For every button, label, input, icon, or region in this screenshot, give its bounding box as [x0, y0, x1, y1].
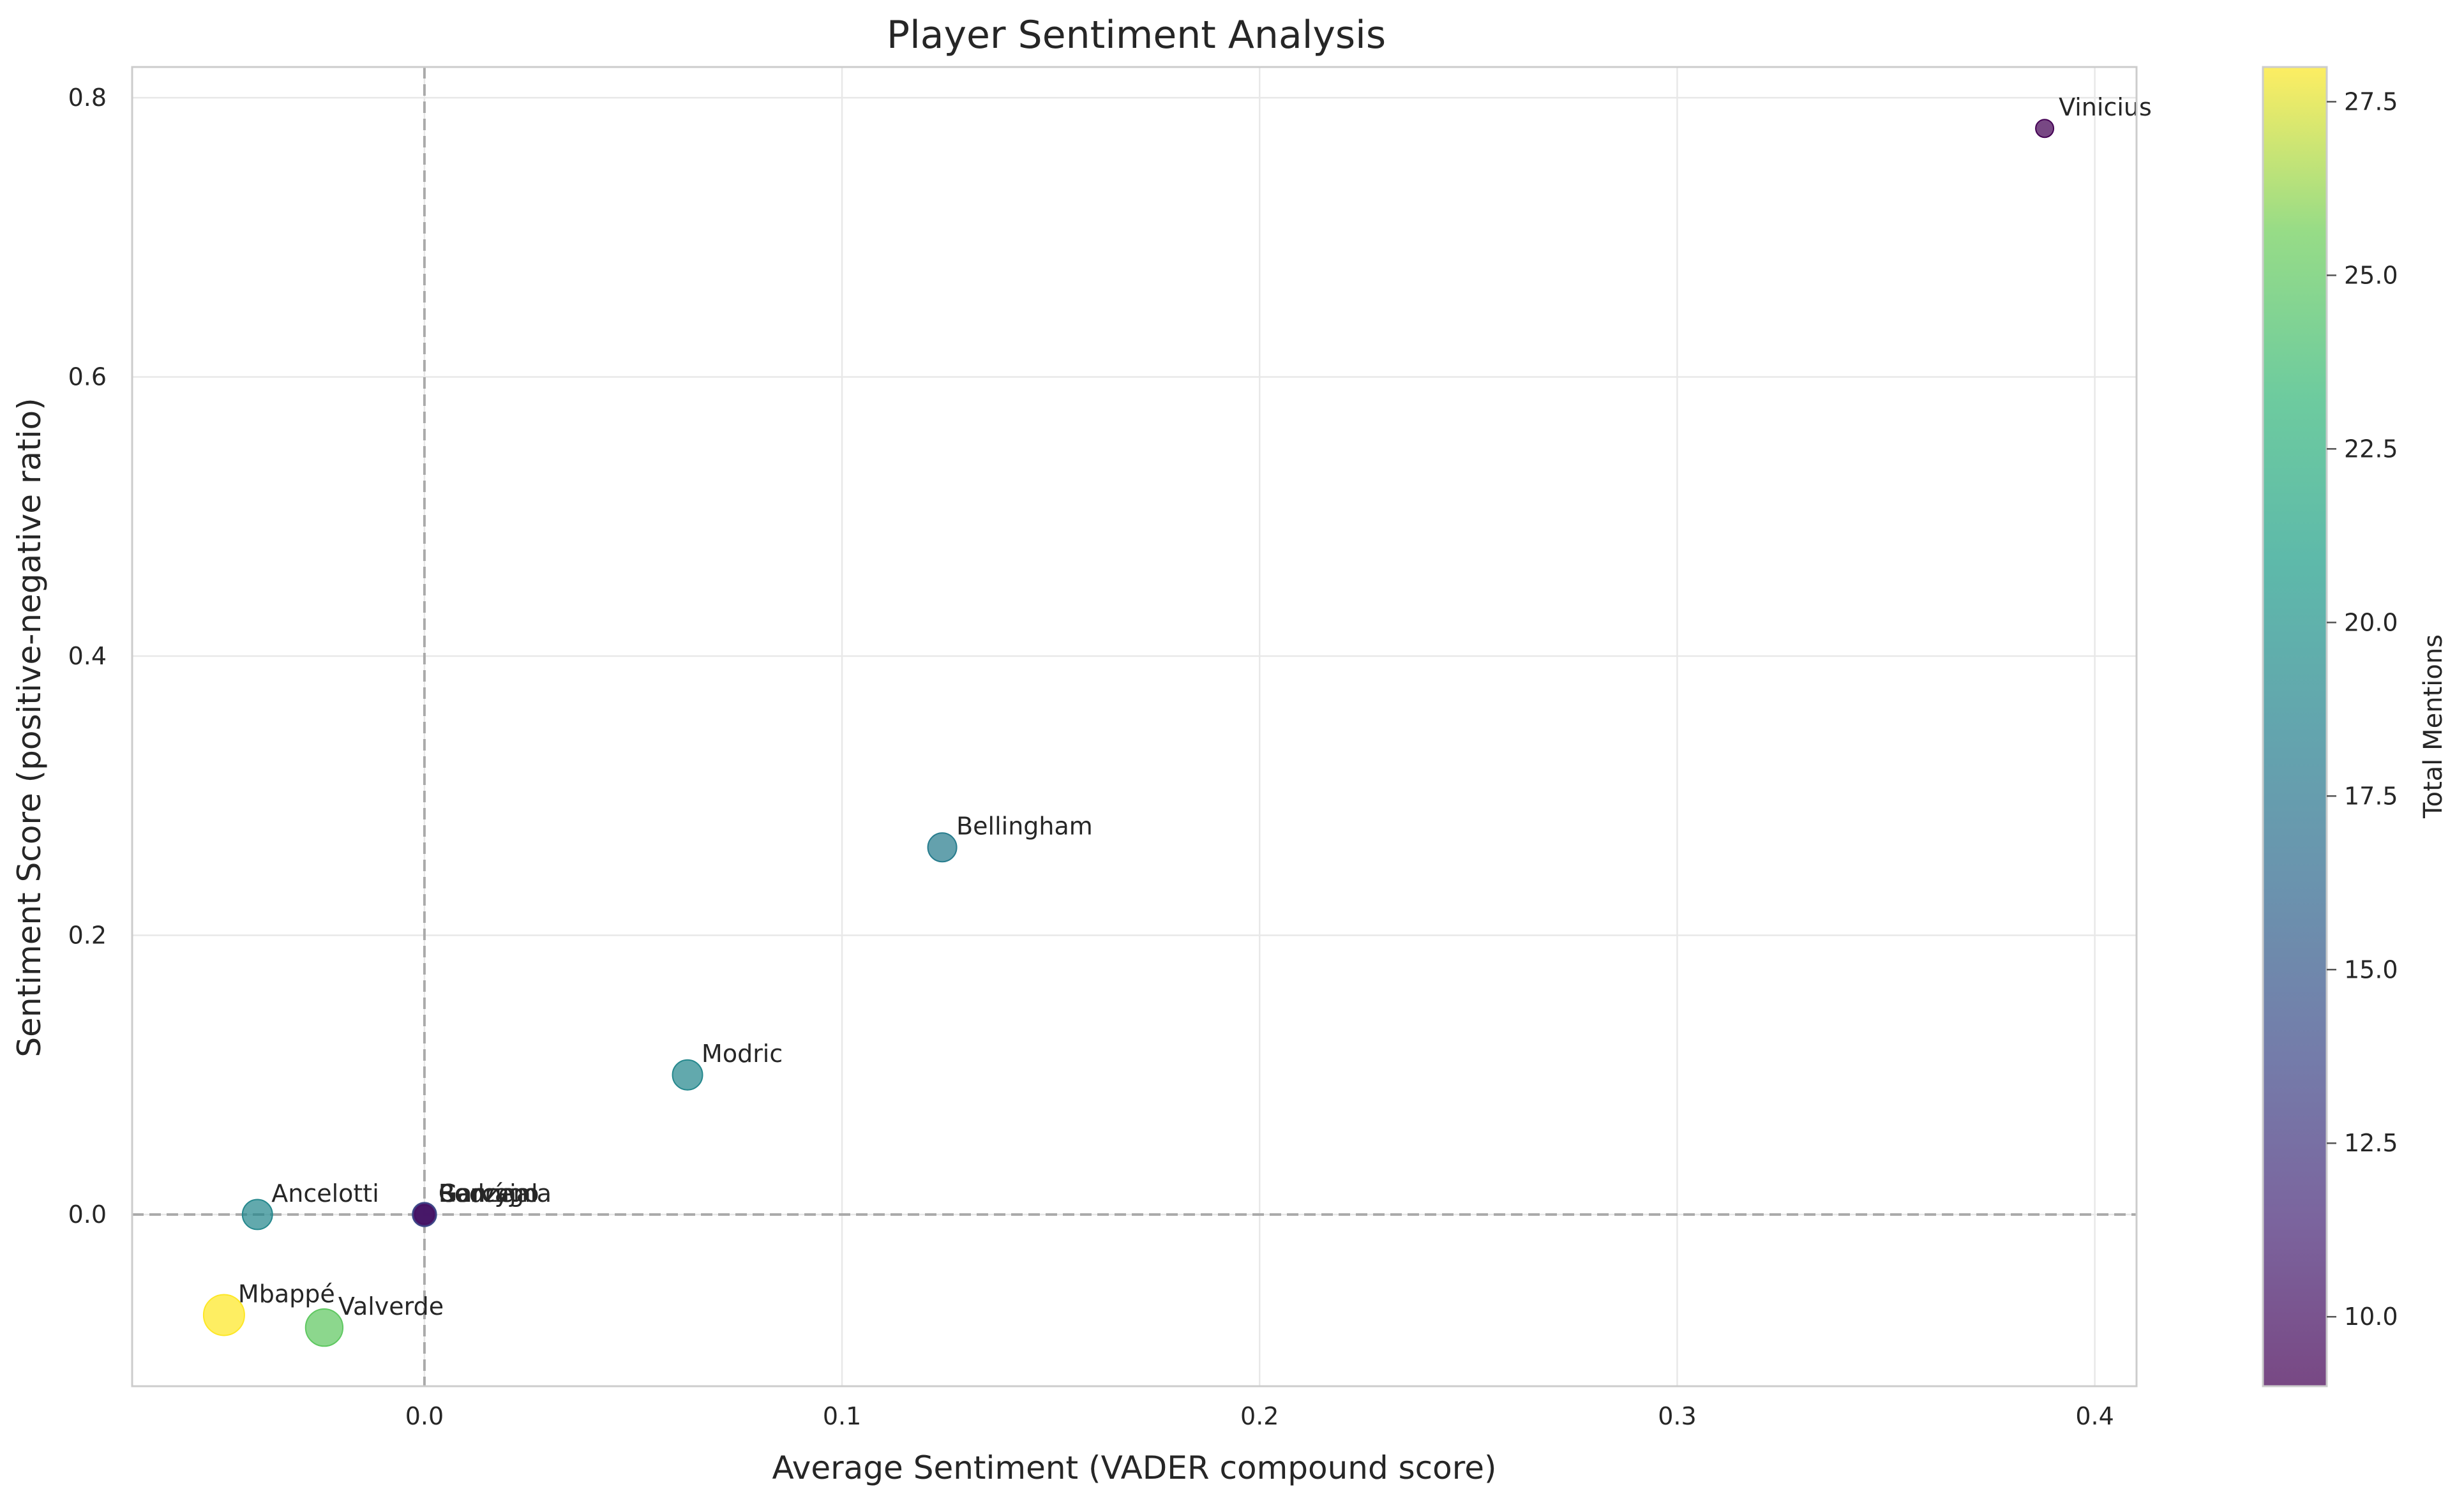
- data-point: [202, 1294, 245, 1336]
- data-point: [672, 1059, 703, 1091]
- y-tick-label: 0.2: [68, 922, 107, 950]
- colorbar-tick-label: 17.5: [2344, 782, 2398, 810]
- x-tick-label: 0.1: [823, 1402, 861, 1430]
- point-label: Mbappé: [238, 1280, 335, 1308]
- point-label: García: [439, 1179, 516, 1208]
- data-point: [304, 1308, 344, 1347]
- data-points: [202, 119, 2055, 1347]
- colorbar-ticks: 10.0 12.5 15.0 17.5 20.0 22.5 25.0 27.5: [2327, 87, 2398, 1331]
- colorbar-tick-label: 10.0: [2344, 1303, 2398, 1331]
- x-tick-label: 0.2: [1240, 1402, 1279, 1430]
- plot-frame: [131, 66, 2138, 1387]
- y-axis-ticks: 0.0 0.2 0.4 0.6 0.8: [68, 84, 107, 1229]
- point-labels: Vinicius Bellingham Modric Ancelotti Benzema…: [238, 93, 2152, 1320]
- chart-title: Player Sentiment Analysis: [887, 13, 1386, 57]
- colorbar-tick-label: 20.0: [2344, 608, 2398, 636]
- x-tick-label: 0.0: [405, 1402, 444, 1430]
- y-tick-label: 0.6: [68, 363, 107, 391]
- x-axis-ticks: 0.0 0.1 0.2 0.3 0.4: [405, 1402, 2114, 1430]
- y-tick-label: 0.0: [68, 1200, 107, 1229]
- colorbar-tick-label: 25.0: [2344, 261, 2398, 289]
- y-tick-label: 0.4: [68, 642, 107, 670]
- x-tick-label: 0.3: [1658, 1402, 1696, 1430]
- colorbar-tick-label: 22.5: [2344, 435, 2398, 463]
- point-label: Modric: [702, 1040, 783, 1068]
- colorbar-tick-label: 12.5: [2344, 1129, 2398, 1157]
- grid: [132, 67, 2137, 1386]
- y-tick-label: 0.8: [68, 84, 107, 112]
- point-label: Ancelotti: [271, 1179, 379, 1208]
- point-label: Rodrygo: [439, 1179, 539, 1208]
- y-axis-label: Sentiment Score (positive-negative ratio…: [11, 398, 48, 1057]
- point-label: Vinicius: [2059, 93, 2152, 121]
- colorbar-label: Total Mentions: [2419, 634, 2448, 819]
- x-tick-label: 0.4: [2075, 1402, 2114, 1430]
- point-label: Valverde: [338, 1292, 444, 1320]
- data-point: [927, 832, 958, 863]
- colorbar-tick-label: 15.0: [2344, 955, 2398, 983]
- colorbar-tick-label: 27.5: [2344, 87, 2398, 116]
- x-axis-label: Average Sentiment (VADER compound score): [772, 1449, 1497, 1486]
- point-label: Benzema: [439, 1179, 552, 1208]
- colorbar: [2262, 66, 2328, 1387]
- point-label: Bellingham: [956, 812, 1093, 841]
- data-point: [241, 1199, 273, 1230]
- reference-lines: [132, 67, 2137, 1386]
- point-label: Carvajal: [439, 1179, 538, 1208]
- data-point: [2035, 119, 2055, 138]
- data-point: [414, 1204, 435, 1225]
